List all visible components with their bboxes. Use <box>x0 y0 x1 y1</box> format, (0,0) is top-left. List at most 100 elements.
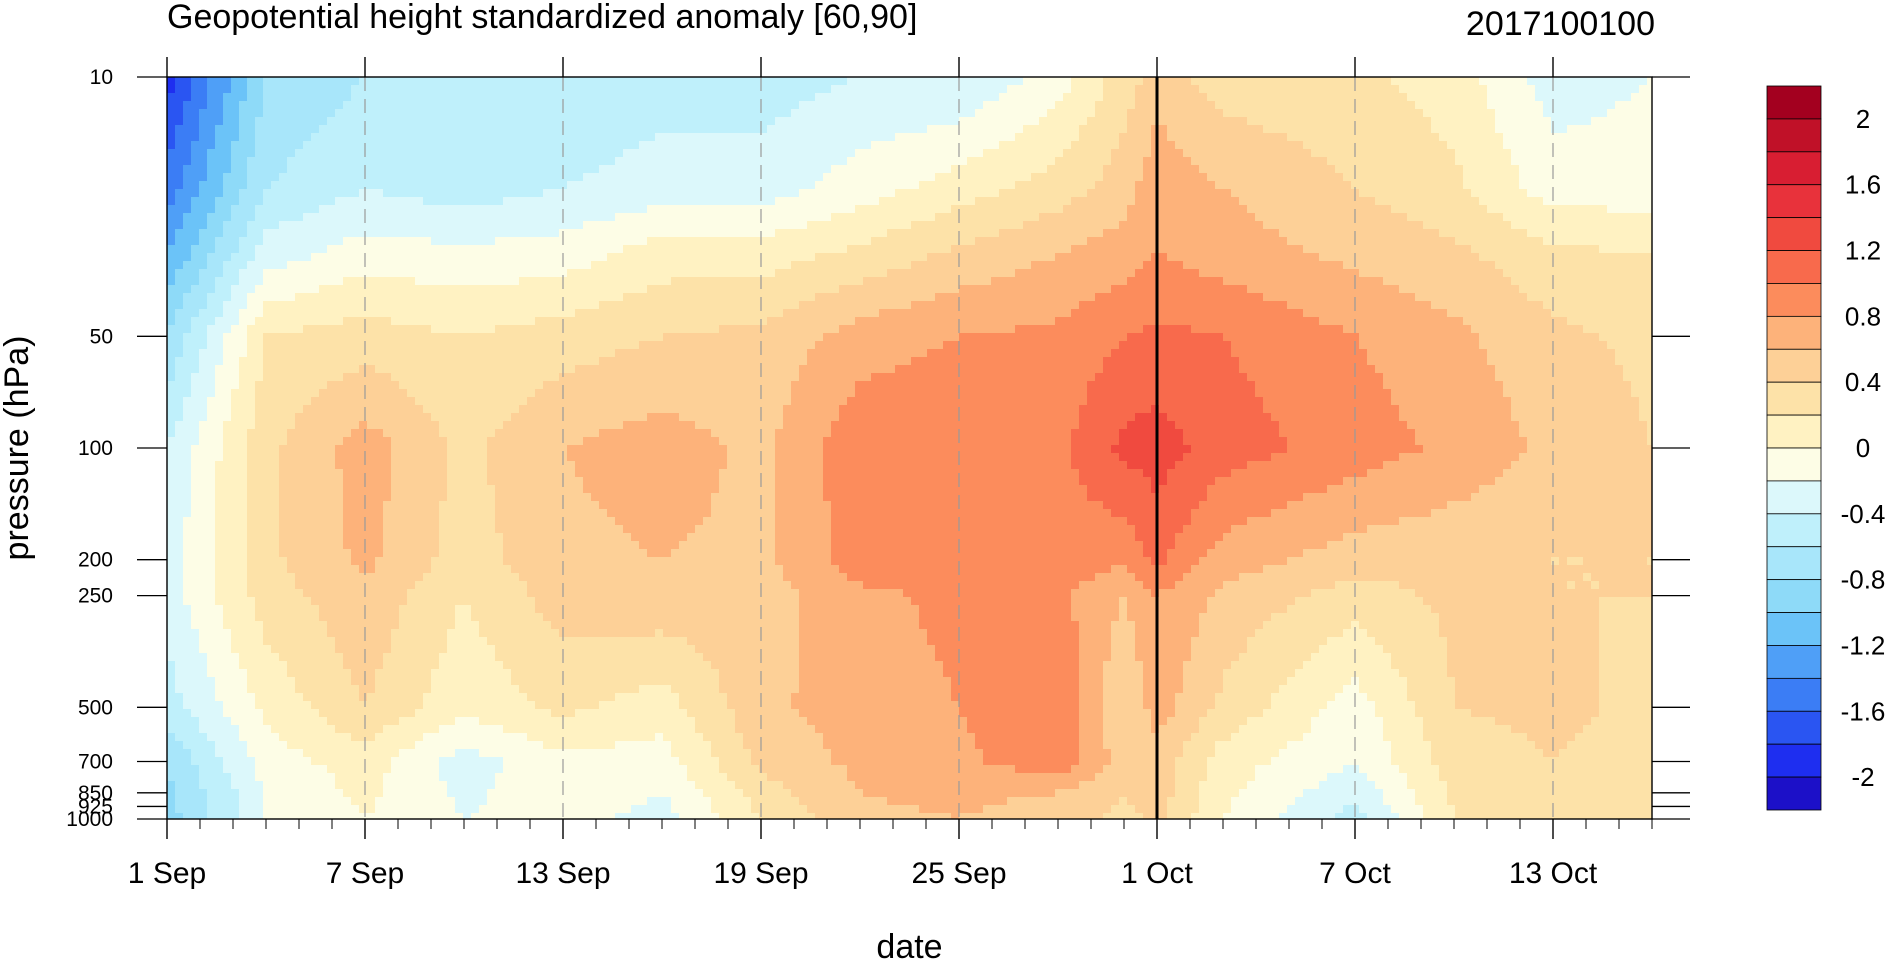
field-cell-4227 <box>527 413 536 422</box>
field-cell-3784 <box>487 589 496 598</box>
field-cell-249 <box>183 581 192 590</box>
field-cell-2202 <box>351 581 360 590</box>
field-cell-1337 <box>279 357 288 366</box>
field-cell-2012 <box>335 549 344 558</box>
field-cell-1406 <box>287 165 296 174</box>
field-cell-3197 <box>439 357 448 366</box>
field-cell-1955 <box>335 93 344 102</box>
field-cell-2287 <box>359 517 368 526</box>
field-cell-4062 <box>511 581 520 590</box>
field-cell-2530 <box>383 229 392 238</box>
field-cell-4630 <box>559 661 568 670</box>
field-cell-4937 <box>591 141 600 150</box>
field-cell-4809 <box>575 605 584 614</box>
field-cell-1424 <box>287 309 296 318</box>
field-cell-3536 <box>471 93 480 102</box>
field-cell-2771 <box>399 669 408 678</box>
field-cell-313 <box>191 349 200 358</box>
field-cell-658 <box>223 133 232 142</box>
field-cell-4178 <box>519 765 528 774</box>
field-cell-4597 <box>559 397 568 406</box>
field-cell-555 <box>207 797 216 806</box>
field-cell-677 <box>223 285 232 294</box>
field-cell-4496 <box>551 333 560 342</box>
field-cell-961 <box>247 325 256 334</box>
field-cell-2622 <box>391 221 400 230</box>
field-cell-3991 <box>503 757 512 766</box>
field-cell-350 <box>191 645 200 654</box>
field-cell-1684 <box>311 157 320 166</box>
field-cell-1258 <box>271 469 280 478</box>
field-cell-4652 <box>567 93 576 102</box>
field-cell-4406 <box>543 357 552 366</box>
field-cell-1506 <box>295 221 304 230</box>
field-cell-92 <box>167 813 176 819</box>
field-cell-926 <box>239 789 248 798</box>
field-cell-2345 <box>367 237 376 246</box>
field-cell-2196 <box>351 533 360 542</box>
field-cell-4188 <box>527 101 536 110</box>
field-cell-2523 <box>383 173 392 182</box>
field-cell-682 <box>223 325 232 334</box>
field-cell-3537 <box>471 101 480 110</box>
field-cell-1636 <box>303 517 312 526</box>
field-cell-288 <box>191 149 200 158</box>
field-cell-1646 <box>303 597 312 606</box>
field-cell-4693 <box>567 421 576 430</box>
field-cell-4468 <box>551 109 560 118</box>
field-cell-2781 <box>399 749 408 758</box>
field-cell-1237 <box>271 301 280 310</box>
field-cell-3827 <box>495 189 504 198</box>
field-cell-695 <box>223 429 232 438</box>
field-cell-3767 <box>487 453 496 462</box>
field-cell-3290 <box>447 357 456 366</box>
field-cell-1875 <box>327 197 336 206</box>
field-cell-471 <box>207 125 216 134</box>
field-cell-4712 <box>567 573 576 582</box>
field-cell-838 <box>239 85 248 94</box>
field-cell-817 <box>231 661 240 670</box>
field-cell-4424 <box>543 501 552 510</box>
field-cell-931 <box>247 85 256 94</box>
field-cell-1721 <box>311 453 320 462</box>
field-cell-1279 <box>271 637 280 646</box>
field-cell-2721 <box>399 269 408 278</box>
field-cell-2334 <box>367 149 376 158</box>
field-cell-2459 <box>375 405 384 414</box>
field-cell-3966 <box>503 557 512 566</box>
field-cell-4238 <box>527 501 536 510</box>
field-cell-4653 <box>567 101 576 110</box>
field-cell-1543 <box>295 517 304 526</box>
field-cell-2820 <box>407 317 416 326</box>
field-cell-3837 <box>495 269 504 278</box>
field-cell-322 <box>191 421 200 430</box>
field-cell-2632 <box>391 301 400 310</box>
field-cell-4746 <box>575 101 584 110</box>
field-cell-3542 <box>471 141 480 150</box>
field-cell-1273 <box>271 589 280 598</box>
field-cell-158 <box>175 597 184 606</box>
field-cell-4057 <box>511 541 520 550</box>
field-cell-4028 <box>511 309 520 318</box>
field-cell-4031 <box>511 333 520 342</box>
field-cell-593 <box>215 357 224 366</box>
field-cell-1095 <box>255 653 264 662</box>
field-cell-4233 <box>527 461 536 470</box>
field-cell-3586 <box>471 493 480 502</box>
field-cell-1166 <box>263 477 272 486</box>
field-cell-706 <box>223 517 232 526</box>
field-cell-740 <box>223 789 232 798</box>
field-cell-1620 <box>303 389 312 398</box>
field-cell-4933 <box>591 109 600 118</box>
field-cell-1042 <box>255 229 264 238</box>
field-cell-2136 <box>343 797 352 806</box>
field-cell-601 <box>215 421 224 430</box>
field-cell-3011 <box>423 357 432 366</box>
field-cell-2133 <box>343 773 352 782</box>
field-cell-2187 <box>351 461 360 470</box>
field-cell-2040 <box>335 773 344 782</box>
field-cell-2929 <box>415 445 424 454</box>
field-cell-4695 <box>567 437 576 446</box>
field-cell-4524 <box>551 557 560 566</box>
field-cell-1157 <box>263 405 272 414</box>
